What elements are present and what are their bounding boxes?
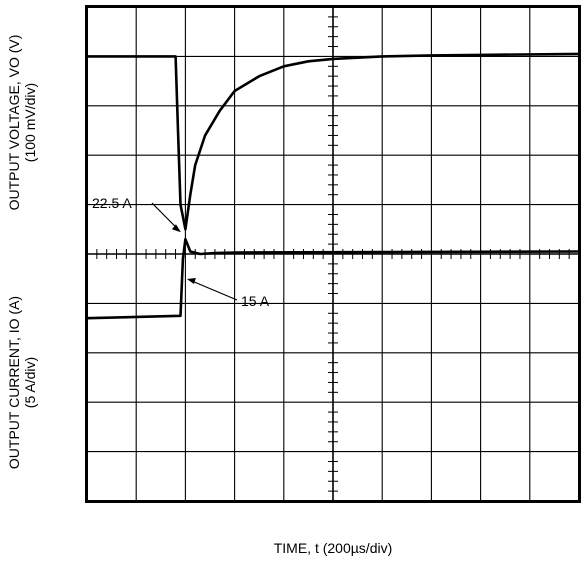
x-axis-label: TIME, t (200µs/div): [273, 540, 393, 556]
annotation-arrowhead-22-5a: [171, 224, 181, 233]
traces: [85, 52, 581, 320]
annotation-arrowhead-15a: [186, 278, 196, 284]
annotation-leader-15a: [191, 280, 238, 301]
voltage-axis-label-line2: (100 mV/div): [22, 82, 38, 163]
trace-output-voltage: [85, 52, 581, 231]
annotation-leader-22-5a: [151, 202, 180, 231]
current-axis-label-line1: OUTPUT CURRENT, IO (A): [6, 295, 22, 470]
center-axis-ticks: [96, 16, 570, 492]
annotation-label-22-5a: 22.5 A: [92, 195, 132, 211]
trace-output-current: [85, 237, 581, 320]
plot-frame: [85, 5, 581, 503]
annotations: 22.5 A 15 A: [92, 195, 270, 309]
current-axis-label-line2: (5 A/div): [22, 356, 38, 409]
voltage-axis-label-line1: OUTPUT VOLTAGE, VO (V): [6, 34, 22, 211]
voltage-axis-label: OUTPUT VOLTAGE, VO (V) (100 mV/div): [6, 5, 38, 240]
grid: [87, 7, 579, 501]
current-axis-label: OUTPUT CURRENT, IO (A) (5 A/div): [6, 265, 38, 500]
annotation-label-15a: 15 A: [241, 293, 270, 309]
